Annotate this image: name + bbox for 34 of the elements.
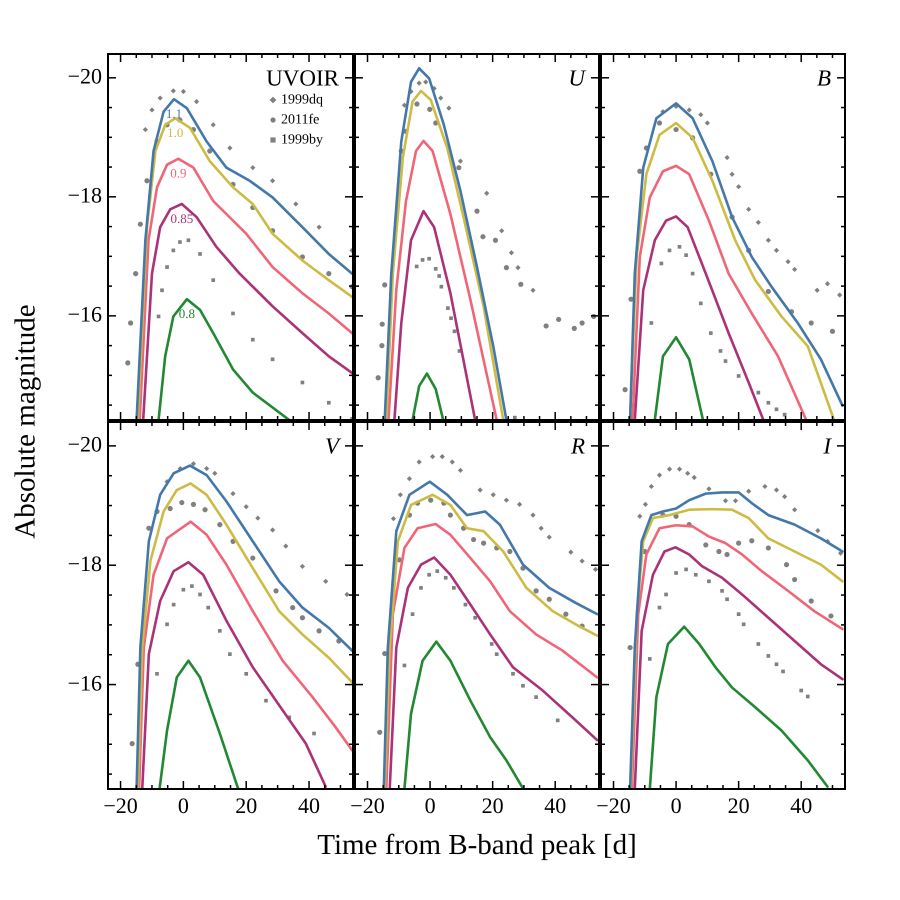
series-label: 0.8 bbox=[178, 306, 195, 322]
text: I bbox=[822, 434, 832, 459]
legend-label: 2011fe bbox=[281, 112, 320, 128]
x-tick-label: 20 bbox=[235, 792, 258, 818]
series-label: 1.0 bbox=[167, 125, 184, 140]
text: V bbox=[324, 434, 342, 459]
x-tick-label: 40 bbox=[298, 792, 320, 818]
x-tick-label: −20 bbox=[103, 792, 138, 818]
x-tick-label: 40 bbox=[544, 792, 566, 818]
x-axis-title: Time from B-band peak [d] bbox=[316, 829, 638, 862]
series-label: 1.1 bbox=[166, 106, 182, 122]
y-tick-label: −18 bbox=[68, 182, 102, 208]
x-tick-label: 0 bbox=[670, 792, 682, 818]
y-tick-label: −20 bbox=[68, 64, 102, 89]
series-label: 0.85 bbox=[170, 210, 194, 226]
legend-label: 1999dq bbox=[281, 92, 323, 108]
text: U bbox=[568, 66, 586, 91]
x-tick-label: 20 bbox=[728, 792, 750, 818]
x-tick-label: 20 bbox=[482, 792, 504, 818]
x-tick-label: 40 bbox=[790, 792, 812, 818]
series-label: 0.9 bbox=[170, 166, 186, 181]
text: B bbox=[816, 66, 831, 91]
y-tick-label: −16 bbox=[68, 670, 102, 696]
text: R bbox=[570, 434, 585, 459]
y-tick-label: −20 bbox=[68, 432, 102, 457]
text: UVOIR bbox=[266, 66, 340, 91]
x-tick-label: −20 bbox=[350, 792, 385, 818]
x-tick-label: −20 bbox=[596, 792, 631, 818]
x-tick-label: 0 bbox=[424, 792, 436, 818]
x-tick-label: 0 bbox=[178, 792, 189, 818]
y-tick-label: −18 bbox=[68, 551, 102, 576]
y-tick-label: −16 bbox=[68, 302, 102, 327]
y-axis-title: Absolute magnitude bbox=[10, 303, 42, 541]
legend-label: 1999by bbox=[281, 132, 323, 148]
